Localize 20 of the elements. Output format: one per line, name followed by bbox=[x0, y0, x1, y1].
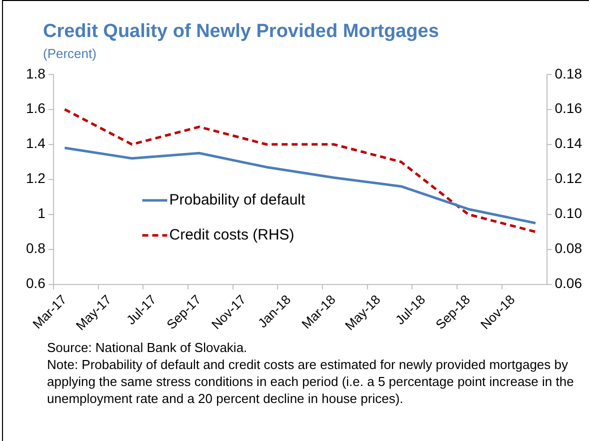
y-tick-label: 1.4 bbox=[26, 135, 46, 152]
y2-tick-label: 0.06 bbox=[554, 275, 582, 292]
chart-subtitle: (Percent) bbox=[43, 46, 96, 61]
y-tick-label: 1.2 bbox=[26, 170, 46, 186]
y2-tick-label: 0.18 bbox=[554, 65, 582, 82]
y-tick-label: 1 bbox=[38, 205, 46, 222]
text: Note: Probability of default and credit costs are estimated for newly provided mortgages by applying the same stress conditions in each period (i.e. a 5 percentage point increase in the unemployment rate and a 20 percent decline in house prices). bbox=[47, 356, 575, 407]
legend-label: Credit costs (RHS) bbox=[169, 226, 294, 244]
y-tick-label: 1.6 bbox=[26, 100, 46, 116]
y2-tick-label: 0.14 bbox=[554, 135, 582, 152]
source-note: Source: National Bank of Slovakia. bbox=[47, 339, 248, 356]
y2-tick-label: 0.16 bbox=[554, 100, 582, 116]
y-tick-label: 0.6 bbox=[26, 275, 46, 292]
y2-tick-label: 0.10 bbox=[554, 205, 582, 222]
y-tick-label: 0.8 bbox=[26, 240, 46, 256]
y2-tick-label: 0.08 bbox=[554, 240, 582, 256]
y-tick-label: 1.8 bbox=[26, 65, 46, 82]
legend-label: Probability of default bbox=[169, 191, 306, 208]
chart-title: Credit Quality of Newly Provided Mortgages bbox=[43, 21, 439, 43]
y2-tick-label: 0.12 bbox=[554, 170, 582, 186]
